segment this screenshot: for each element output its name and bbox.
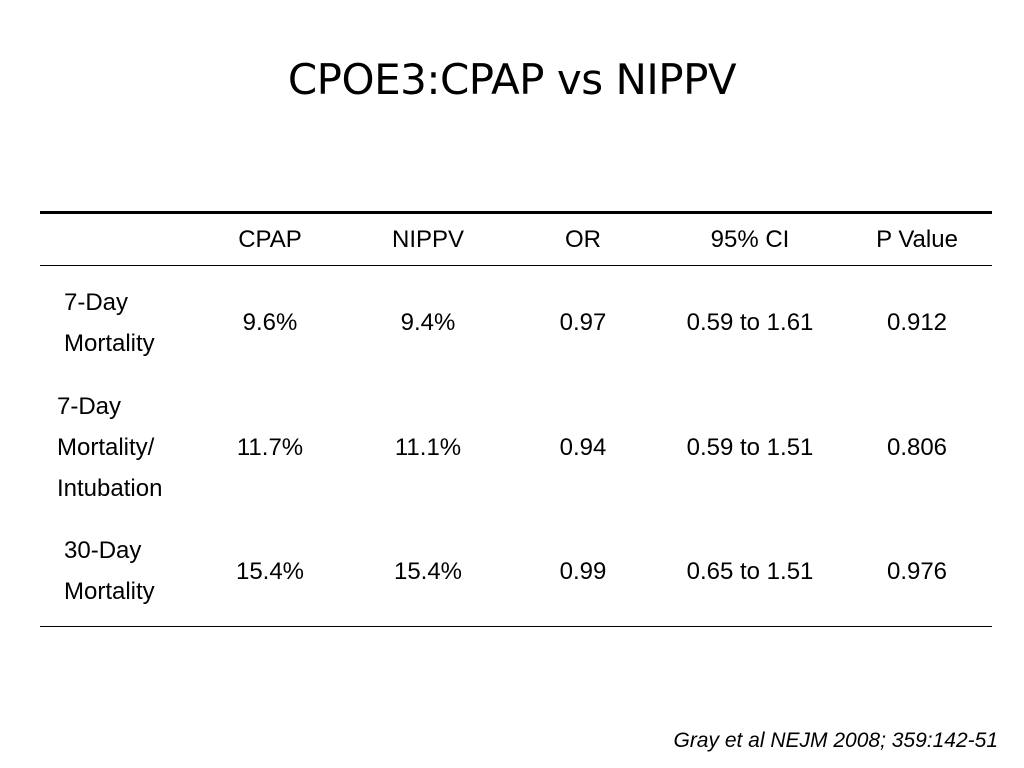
row-label: 7-Day Mortality/ Intubation [40,379,192,516]
ci-value: 0.59 to 1.51 [686,434,814,461]
table-row: 7-Day Mortality/ Intubation 11.7% 11.1% … [40,379,992,516]
nippv-value: 9.4% [400,309,456,336]
slide-title: CPOE3:CPAP vs NIPPV [287,55,737,104]
row-label-line: 7-Day [64,288,129,316]
header-or: OR [508,211,658,266]
citation: Gray et al NEJM 2008; 359:142-51 [673,729,998,752]
row-label-line: Mortality/ [57,434,155,461]
p-value: 0.806 [886,434,948,461]
results-table-container: CPAP NIPPV OR 95% CI P Value 7-Day Morta… [40,211,992,627]
or-value: 0.99 [508,516,658,627]
p-value: 0.912 [886,309,948,336]
row-label: 7-Day Mortality [40,266,192,380]
cpap-value: 9.6% [242,309,298,336]
nippv-value: 11.1% [394,434,462,461]
p-value: 0.976 [842,516,992,627]
table-row: 30-Day Mortality 15.4% 15.4% 0.99 0.65 t… [40,516,992,627]
row-label-line: Intubation [57,475,163,502]
table-row: 7-Day Mortality 9.6% 9.4% 0.97 0.59 to 1… [40,266,992,380]
cpap-value: 15.4% [192,516,348,627]
cpap-value: 11.7% [236,434,304,461]
header-nippv: NIPPV [348,211,508,266]
or-value: 0.97 [559,309,607,336]
row-label-line: 30-Day [64,537,142,564]
table-header-row: CPAP NIPPV OR 95% CI P Value [40,211,992,266]
row-label-line: 7-Day [57,393,122,420]
header-cpap: CPAP [192,211,348,266]
row-label-line: Mortality [64,578,155,605]
header-ci: 95% CI [658,211,842,266]
ci-value: 0.59 to 1.61 [686,309,814,336]
or-value: 0.94 [559,434,607,461]
row-label: 30-Day Mortality [40,516,192,627]
ci-value: 0.65 to 1.51 [658,516,842,627]
row-label-line: Mortality [64,329,155,357]
header-empty-cell [40,211,192,266]
results-table: CPAP NIPPV OR 95% CI P Value 7-Day Morta… [40,211,992,627]
header-p-value: P Value [842,211,992,266]
nippv-value: 15.4% [348,516,508,627]
